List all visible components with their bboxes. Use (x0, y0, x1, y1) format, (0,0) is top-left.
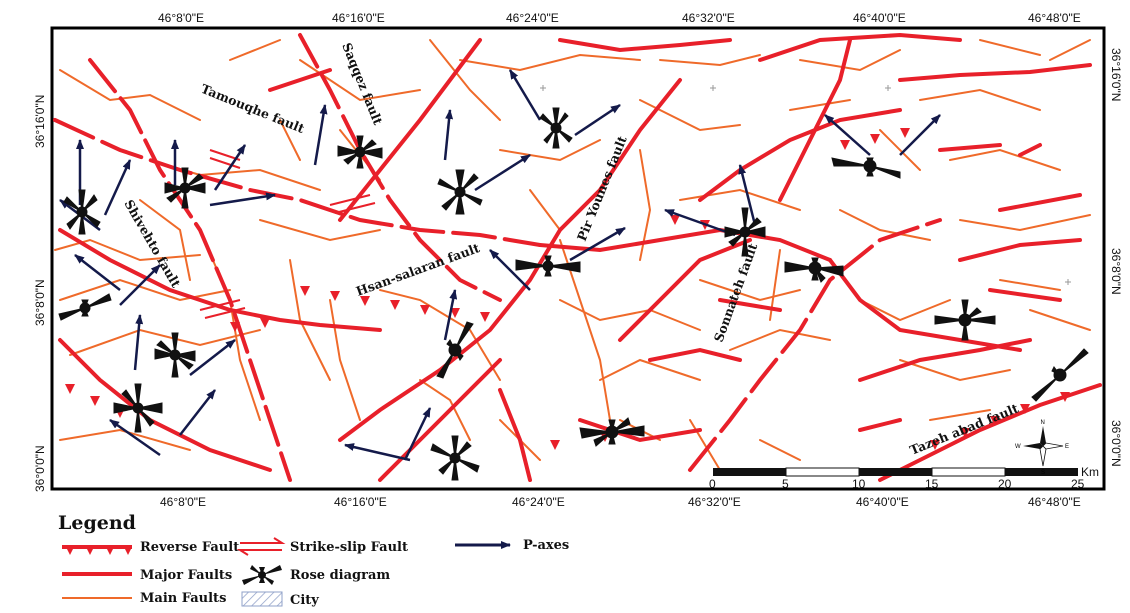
top-longitude-labels: 46°8'0"E 46°16'0"E 46°24'0"E 46°32'0"E 4… (158, 11, 1081, 25)
legend-rose-symbol (242, 565, 282, 585)
lon-top-5: 46°40'0"E (853, 11, 906, 25)
scale-unit: Km (1081, 465, 1099, 479)
legend-reverse-fault: Reverse Fault (140, 540, 239, 555)
right-latitude-labels: 36°16'0"N 36°8'0"N 36°0'0"N (1109, 48, 1123, 467)
lon-bottom-6: 46°48'0"E (1028, 495, 1081, 509)
scale-tick-10: 10 (852, 477, 866, 491)
legend: Reverse Fault Major Faults Main Faults S… (62, 537, 569, 608)
scale-tick-20: 20 (998, 477, 1012, 491)
lon-bottom-2: 46°16'0"E (334, 495, 387, 509)
lon-bottom-1: 46°8'0"E (160, 495, 206, 509)
lon-top-2: 46°16'0"E (332, 11, 385, 25)
lon-top-4: 46°32'0"E (682, 11, 735, 25)
compass-s: S (1041, 470, 1045, 476)
lat-left-3: 36°0'0"N (33, 445, 47, 492)
legend-rose-diagram: Rose diagram (290, 568, 390, 583)
lon-top-3: 46°24'0"E (506, 11, 559, 25)
grid-crosses (540, 85, 1071, 285)
lat-right-3: 36°0'0"N (1109, 420, 1123, 467)
lat-left-2: 36°8'0"N (33, 279, 47, 326)
compass-e: E (1065, 444, 1069, 450)
left-latitude-labels: 36°16'0"N 36°8'0"N 36°0'0"N (33, 95, 47, 492)
p-axes-arrows (59, 69, 941, 462)
compass-rose-icon: N S E W (1015, 420, 1069, 476)
legend-title: Legend (58, 512, 136, 534)
legend-city: City (290, 593, 319, 608)
legend-strike-slip: Strike-slip Fault (290, 540, 408, 555)
lon-bottom-3: 46°24'0"E (512, 495, 565, 509)
lat-left-1: 36°16'0"N (33, 95, 47, 148)
scale-tick-0: 0 (709, 477, 716, 491)
lon-top-1: 46°8'0"E (158, 11, 204, 25)
legend-city-symbol (241, 591, 283, 607)
rose-diagrams (58, 107, 1089, 481)
map-frame (50, 26, 1106, 491)
legend-main-faults: Main Faults (140, 591, 226, 606)
lat-right-2: 36°8'0"N (1109, 248, 1123, 295)
scale-tick-25: 25 (1071, 477, 1085, 491)
bottom-longitude-labels: 46°8'0"E 46°16'0"E 46°24'0"E 46°32'0"E 4… (160, 495, 1081, 509)
reverse-fault-teeth (65, 128, 1070, 450)
lon-top-6: 46°48'0"E (1028, 11, 1081, 25)
scale-tick-15: 15 (925, 477, 939, 491)
scale-bar: 0 5 10 15 20 25 Km (709, 465, 1099, 491)
legend-major-faults: Major Faults (140, 568, 232, 583)
compass-w: W (1015, 444, 1021, 450)
scale-tick-5: 5 (782, 477, 789, 491)
compass-n: N (1041, 420, 1045, 426)
legend-reverse-fault-symbol (62, 545, 132, 555)
lat-right-1: 36°16'0"N (1109, 48, 1123, 101)
legend-strike-slip-symbol (236, 537, 286, 556)
lon-bottom-4: 46°32'0"E (688, 495, 741, 509)
legend-p-axes: P-axes (523, 538, 569, 553)
lon-bottom-5: 46°40'0"E (856, 495, 909, 509)
